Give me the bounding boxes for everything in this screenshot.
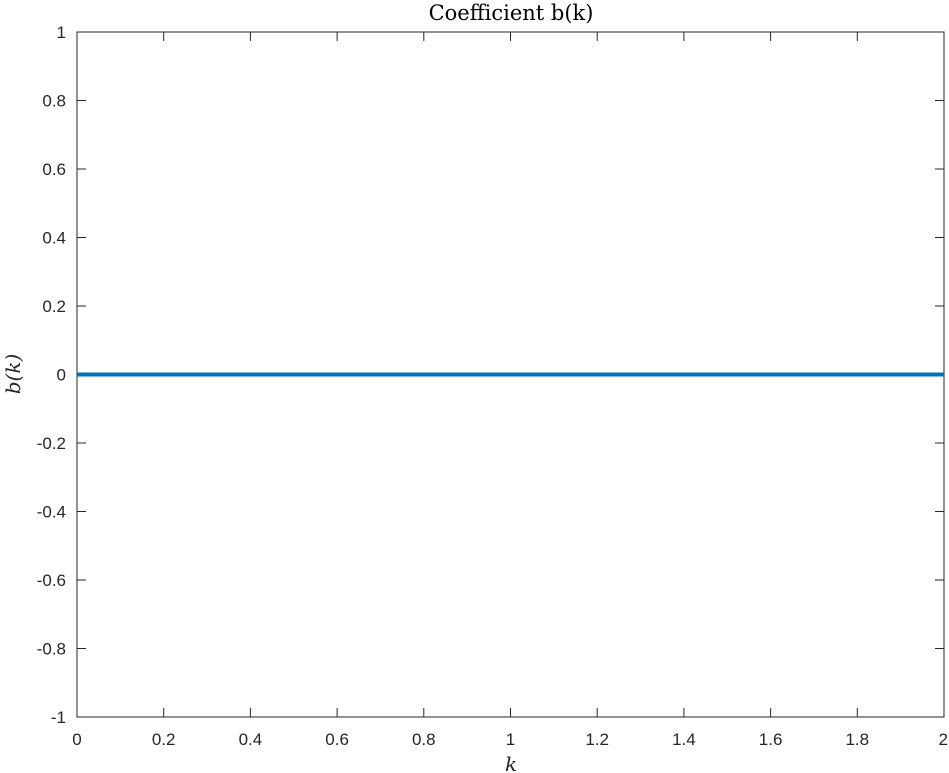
x-tick-label: 0 [72, 730, 81, 749]
x-tick-label: 0.6 [325, 730, 349, 749]
y-tick-label: 0.4 [42, 229, 66, 248]
y-tick-label: 0.2 [42, 297, 66, 316]
y-tick-label: 0.6 [42, 160, 66, 179]
x-tick-label: 0.8 [412, 730, 436, 749]
y-tick-label: -0.6 [37, 571, 66, 590]
y-tick-label: -0.2 [37, 434, 66, 453]
x-tick-label: 1.6 [759, 730, 783, 749]
chart-title: Coefficient b(k) [429, 1, 594, 25]
x-ticks: 0 0.2 0.4 0.6 0.8 1 1.2 1.4 1.6 1.8 2 [72, 32, 948, 749]
y-tick-label: -1 [51, 708, 66, 727]
y-tick-label: 0.8 [42, 92, 66, 111]
y-tick-label: -0.4 [37, 503, 66, 522]
x-tick-label: 1 [506, 730, 515, 749]
x-tick-label: 1.2 [585, 730, 609, 749]
y-tick-label: 0 [57, 366, 66, 385]
x-tick-label: 1.8 [845, 730, 869, 749]
x-axis-label: k [505, 752, 517, 773]
y-tick-label: 1 [57, 23, 66, 42]
x-tick-label: 0.4 [239, 730, 263, 749]
y-tick-label: -0.8 [37, 640, 66, 659]
x-tick-label: 1.4 [672, 730, 696, 749]
y-axis-label: b(k) [1, 354, 25, 395]
x-tick-label: 0.2 [152, 730, 176, 749]
x-tick-label: 2 [939, 730, 948, 749]
